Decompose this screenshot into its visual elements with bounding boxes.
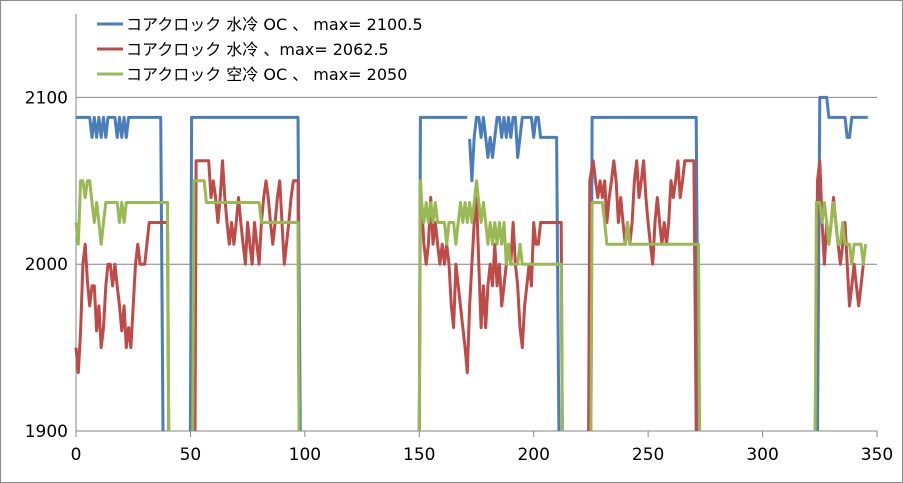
series-lines <box>74 95 868 432</box>
y-tick-label: 2000 <box>25 255 68 275</box>
x-tick-label: 350 <box>861 445 893 465</box>
legend-label-0: コアクロック 水冷 OC 、 max= 2100.5 <box>126 15 423 34</box>
legend-label-2: コアクロック 空冷 OC 、 max= 2050 <box>126 65 407 84</box>
x-tick-label: 250 <box>632 445 664 465</box>
y-tick-label: 2100 <box>25 88 68 108</box>
y-tick-label: 1900 <box>25 422 68 442</box>
x-tick-label: 300 <box>746 445 778 465</box>
x-tick-label: 50 <box>180 445 202 465</box>
series-line-2 <box>74 179 868 432</box>
x-tick-label: 100 <box>289 445 321 465</box>
series-line-0 <box>76 95 868 432</box>
x-tick-label: 0 <box>71 445 82 465</box>
x-tick-label: 200 <box>517 445 549 465</box>
legend: コアクロック 水冷 OC 、 max= 2100.5 コアクロック 水冷 、ma… <box>97 15 423 84</box>
legend-label-1: コアクロック 水冷 、max= 2062.5 <box>126 40 389 59</box>
x-tick-label: 150 <box>403 445 435 465</box>
series-line-1 <box>74 159 865 432</box>
axes: 1900 2000 2100 0 50 100 150 200 250 300 350 <box>25 14 893 465</box>
gridlines <box>76 96 877 265</box>
